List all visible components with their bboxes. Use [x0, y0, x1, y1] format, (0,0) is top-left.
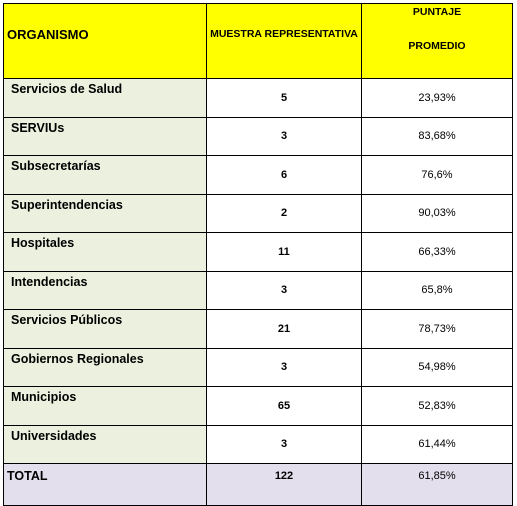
- table-row: Servicios Públicos 21 78,73%: [3, 309, 513, 349]
- results-table: ORGANISMO MUESTRA REPRESENTATIVA PUNTAJE…: [3, 3, 513, 506]
- puntaje-cell: 54,98%: [361, 347, 513, 387]
- puntaje-cell: 78,73%: [361, 309, 513, 349]
- table-row: Superintendencias 2 90,03%: [3, 193, 513, 233]
- muestra-cell: 11: [206, 232, 362, 272]
- puntaje-cell: 83,68%: [361, 116, 513, 156]
- organismo-cell: Superintendencias: [3, 193, 207, 233]
- puntaje-cell: 76,6%: [361, 155, 513, 195]
- muestra-cell: 2: [206, 193, 362, 233]
- puntaje-cell: 52,83%: [361, 386, 513, 426]
- organismo-cell: Servicios de Salud: [3, 78, 207, 118]
- table-row: Servicios de Salud 5 23,93%: [3, 78, 513, 118]
- muestra-cell: 65: [206, 386, 362, 426]
- muestra-cell: 3: [206, 347, 362, 387]
- puntaje-cell: 90,03%: [361, 193, 513, 233]
- table-row: Municipios 65 52,83%: [3, 386, 513, 426]
- puntaje-cell: 61,44%: [361, 424, 513, 464]
- table-row: Gobiernos Regionales 3 54,98%: [3, 347, 513, 387]
- table-row: Hospitales 11 66,33%: [3, 232, 513, 272]
- header-puntaje-line1: PUNTAJE: [412, 6, 462, 18]
- muestra-cell: 3: [206, 424, 362, 464]
- organismo-cell: Subsecretarías: [3, 155, 207, 195]
- muestra-cell: 3: [206, 270, 362, 310]
- muestra-cell: 5: [206, 78, 362, 118]
- total-puntaje: 61,85%: [361, 463, 513, 506]
- header-muestra-representativa: MUESTRA REPRESENTATIVA: [206, 3, 362, 79]
- total-muestra: 122: [206, 463, 362, 506]
- header-puntaje-line2: PROMEDIO: [408, 40, 466, 52]
- puntaje-cell: 66,33%: [361, 232, 513, 272]
- organismo-cell: Municipios: [3, 386, 207, 426]
- organismo-cell: Servicios Públicos: [3, 309, 207, 349]
- muestra-cell: 3: [206, 116, 362, 156]
- header-puntaje-promedio: PUNTAJE PROMEDIO: [361, 3, 513, 79]
- header-organismo: ORGANISMO: [3, 3, 207, 79]
- total-label: TOTAL: [3, 463, 207, 506]
- table-row: Subsecretarías 6 76,6%: [3, 155, 513, 195]
- puntaje-cell: 65,8%: [361, 270, 513, 310]
- table-row: Intendencias 3 65,8%: [3, 270, 513, 310]
- organismo-cell: Hospitales: [3, 232, 207, 272]
- table-row: SERVIUs 3 83,68%: [3, 116, 513, 156]
- total-row: TOTAL 122 61,85%: [3, 463, 513, 506]
- organismo-cell: Gobiernos Regionales: [3, 347, 207, 387]
- header-row: ORGANISMO MUESTRA REPRESENTATIVA PUNTAJE…: [3, 3, 513, 79]
- puntaje-cell: 23,93%: [361, 78, 513, 118]
- organismo-cell: Universidades: [3, 424, 207, 464]
- table-row: Universidades 3 61,44%: [3, 424, 513, 464]
- muestra-cell: 6: [206, 155, 362, 195]
- organismo-cell: SERVIUs: [3, 116, 207, 156]
- muestra-cell: 21: [206, 309, 362, 349]
- organismo-cell: Intendencias: [3, 270, 207, 310]
